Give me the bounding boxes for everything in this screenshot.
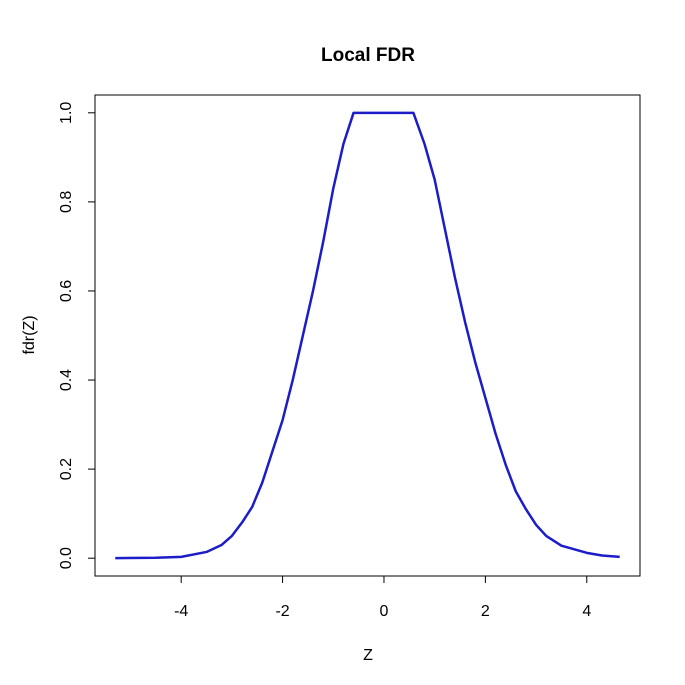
chart-title: Local FDR [321, 45, 415, 66]
y-tick-label: 0.4 [58, 369, 75, 391]
x-tick-label: -2 [275, 603, 289, 620]
plot-box [94, 94, 641, 577]
line-series [115, 111, 620, 560]
y-tick-label: 0.0 [58, 547, 75, 569]
y-axis-label: fdr(Z) [21, 315, 38, 354]
x-tick-label: 0 [380, 603, 389, 620]
x-axis-label: Z [363, 647, 373, 664]
x-tick-label: -4 [174, 603, 188, 620]
y-tick-label: 0.2 [58, 458, 75, 480]
y-tick-label: 0.6 [58, 280, 75, 302]
y-tick-label: 1.0 [58, 102, 75, 124]
x-tick-label: 4 [582, 603, 591, 620]
x-tick-label: 2 [481, 603, 490, 620]
y-tick-label: 0.8 [58, 191, 75, 213]
